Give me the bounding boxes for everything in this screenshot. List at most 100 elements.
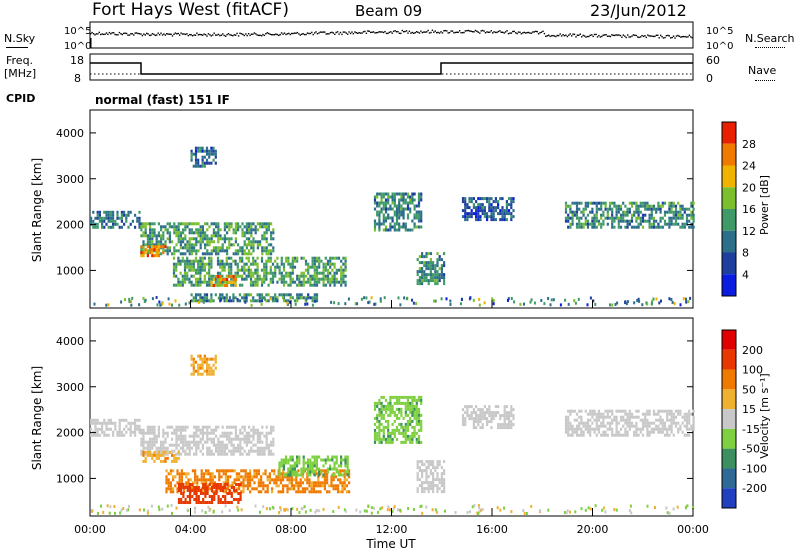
echo-cell [400,395,403,399]
echo-cell [406,216,410,220]
echo-cell [228,431,231,435]
echo-cell [221,489,225,492]
echo-cell [209,475,212,479]
echo-cell [176,481,179,485]
echo-cell [225,274,228,278]
noise-point [585,36,587,38]
echo-cell [376,210,379,214]
echo-cell [142,440,145,444]
echo-cell [376,201,379,205]
echo-cell [615,418,618,422]
echo-cell [420,216,423,220]
echo-cell [245,437,248,441]
echo-cell [376,437,379,441]
echo-cell [149,453,152,457]
echo-cell [228,228,231,232]
echo-cell [420,210,423,214]
noise-point [668,35,670,37]
echo-cell [384,198,388,202]
echo-cell [208,256,211,260]
echo-cell [330,484,333,488]
echo-cell [276,262,279,266]
echo-cell [600,415,603,419]
echo-cell [481,212,484,216]
echo-cell [223,434,226,438]
echo-cell [326,277,330,281]
echo-cell [212,452,215,456]
echo-cell [277,478,280,482]
echo-cell [179,243,182,247]
echo-cell [432,472,435,476]
echo-cell [177,498,181,501]
echo-cell [287,467,290,471]
echo-cell [194,475,197,479]
echo-cell [344,461,347,465]
echo-cell [404,225,407,229]
echo-cell [384,398,388,402]
echo-cell [584,219,587,223]
echo-cell [477,209,480,213]
echo-cell [468,197,471,201]
velocity-colorbar-label: Velocity [m s⁻¹] [758,373,771,458]
echo-cell [98,219,101,223]
echo-cell [298,455,301,459]
echo-cell [411,395,414,399]
echo-cell [275,475,278,479]
echo-cell [477,203,480,207]
echo-cell [236,297,239,301]
echo-cell [479,218,482,222]
echo-cell [130,300,133,304]
echo-cell [192,259,195,263]
echo-cell [256,240,259,244]
echo-cell [494,209,497,213]
echo-cell [109,219,112,223]
echo-cell [142,249,145,253]
echo-cell [438,487,441,491]
echo-cell [492,299,495,302]
noise-point [336,31,339,33]
echo-cell [307,280,310,284]
echo-cell [219,489,222,492]
echo-cell [242,487,245,491]
echo-cell [90,421,93,425]
echo-cell [309,458,312,462]
echo-cell [226,443,229,447]
echo-cell [659,421,662,425]
echo-cell [318,256,321,260]
echo-cell [333,277,336,281]
echo-cell [639,430,642,434]
echo-cell [232,228,235,232]
echo-cell [597,430,601,434]
echo-cell [177,231,180,235]
echo-cell [425,487,428,491]
echo-cell [265,249,268,253]
echo-cell [393,222,396,226]
echo-cell [475,209,478,213]
echo-cell [404,207,407,211]
echo-cell [212,369,215,373]
echo-cell [230,256,233,260]
echo-cell [94,418,97,422]
echo-cell [646,430,649,434]
echo-cell [483,209,486,213]
echo-cell [194,149,198,153]
noise-point [559,33,561,35]
echo-cell [483,197,486,201]
echo-cell [648,207,651,211]
echo-cell [226,434,229,438]
echo-cell [112,219,115,223]
echo-cell [387,198,390,202]
echo-cell [400,198,403,202]
echo-cell [322,265,325,269]
echo-cell [313,262,316,266]
echo-cell [587,506,590,510]
echo-cell [105,433,108,437]
echo-cell [648,412,651,416]
echo-cell [250,428,253,432]
echo-cell [221,259,224,263]
echo-cell [571,409,574,413]
echo-cell [668,297,671,301]
echo-cell [153,440,156,444]
echo-cell [165,481,168,485]
echo-cell [210,256,213,260]
